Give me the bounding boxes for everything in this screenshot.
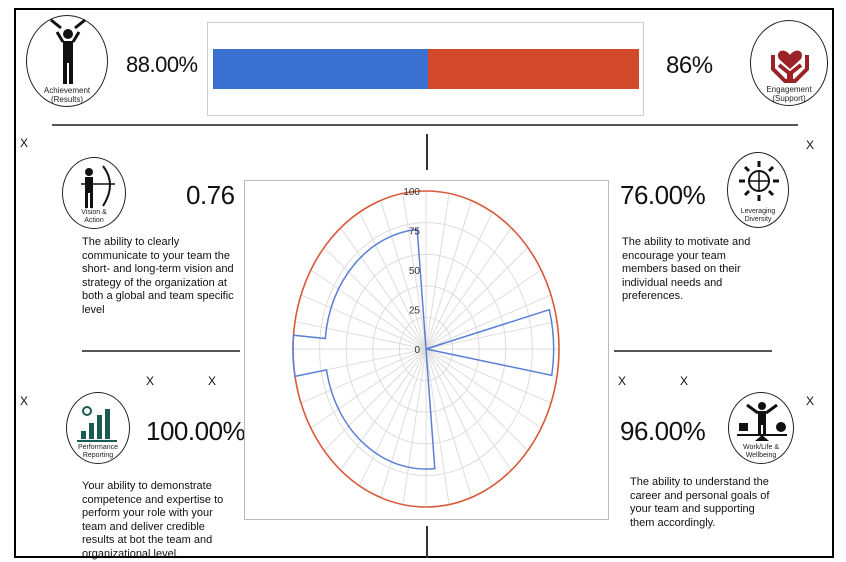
radar-spoke: [425, 193, 450, 350]
radar-spoke: [402, 348, 427, 505]
engagement-label-1: Engagement: [766, 85, 812, 94]
radar-spoke: [425, 348, 493, 487]
balance-person-icon: [737, 402, 787, 441]
radar-spoke: [380, 200, 427, 350]
performance-value: 100.00%: [146, 416, 246, 446]
diversity-globe-icon: [739, 161, 779, 201]
diversity-icon-circle: Leveraging Diversity: [727, 152, 789, 228]
x-mark-left-top: X: [20, 136, 29, 150]
radar-spoke: [323, 247, 427, 350]
left-mid-divider: [82, 350, 240, 352]
radar-tick-label: 50: [409, 266, 421, 277]
performance-chart-icon: [77, 406, 117, 442]
achievement-person-icon: [50, 18, 86, 84]
engagement-value: 86%: [666, 52, 713, 79]
radar-spoke: [359, 211, 427, 350]
vision-description: The ability to clearly communicate to yo…: [82, 236, 234, 316]
radar-spoke: [310, 269, 427, 350]
performance-label-1: Performance: [77, 444, 119, 451]
achievement-label-2: (Results): [50, 95, 83, 104]
radar-spoke: [425, 348, 552, 404]
worklife-label-2: Wellbeing: [745, 452, 777, 459]
bottom-center-divider: [426, 526, 428, 558]
achievement-value: 88.00%: [126, 52, 198, 77]
radar-spoke: [425, 211, 493, 350]
radar-spoke: [425, 294, 552, 350]
heart-hands-icon: [771, 50, 809, 83]
radar-tick-label: 75: [409, 227, 421, 238]
radar-chart: 0 25 50 75 100: [292, 187, 560, 508]
radar-chart-box: 0 25 50 75 100: [244, 180, 609, 520]
x-mark-left-bottom: X: [20, 394, 29, 408]
vision-value: 0.76: [186, 180, 235, 210]
radar-tick-label: 0: [414, 345, 420, 356]
x-mark-right-mid-2: X: [680, 374, 689, 388]
radar-tick-label: 100: [403, 187, 420, 198]
performance-label-2: Reporting: [82, 452, 114, 459]
top-center-divider: [426, 134, 428, 170]
radar-spoke: [300, 294, 427, 350]
radar-spoke: [359, 348, 427, 487]
radar-spoke: [402, 193, 427, 350]
radar-spoke: [425, 348, 529, 451]
support-bar: [428, 49, 639, 89]
performance-icon-circle: Performance Reporting: [66, 392, 130, 464]
radar-spoke: [310, 348, 427, 429]
radar-spoke: [340, 227, 427, 350]
radar-spoke: [425, 348, 512, 471]
radar-spoke: [425, 200, 472, 350]
achievement-label-1: Achievement: [43, 86, 91, 95]
dashboard-frame: [14, 8, 834, 558]
x-mark-right-top: X: [806, 138, 815, 152]
radar-spoke: [425, 227, 512, 350]
results-bar: [213, 49, 428, 89]
diversity-label-2: Diversity: [744, 216, 772, 223]
worklife-description: The ability to understand the career and…: [630, 476, 770, 529]
results-support-bar-chart: [207, 22, 644, 116]
vision-label-1: Vision &: [81, 209, 107, 216]
diversity-label-1: Leveraging: [740, 208, 776, 215]
radar-spoke: [323, 348, 427, 451]
radar-spoke: [340, 348, 427, 471]
engagement-label-2: (Support): [772, 94, 806, 103]
x-mark-right-bottom: X: [806, 394, 815, 408]
radar-spoke: [380, 348, 427, 498]
x-mark-left-mid-2: X: [208, 374, 217, 388]
vision-icon-circle: Vision & Action: [62, 157, 126, 229]
right-mid-divider: [614, 350, 772, 352]
radar-spoke: [425, 269, 542, 350]
radar-spoke: [425, 321, 558, 350]
radar-spoke: [294, 321, 427, 350]
achievement-icon-circle: Achievement (Results): [26, 15, 108, 107]
performance-description: Your ability to demonstrate competence a…: [82, 480, 224, 560]
diversity-value: 76.00%: [620, 180, 706, 210]
archer-icon: [81, 165, 115, 208]
radar-tick-label: 25: [409, 306, 421, 317]
x-mark-left-mid-1: X: [146, 374, 155, 388]
worklife-value: 96.00%: [620, 416, 706, 446]
engagement-icon-circle: Engagement (Support): [750, 20, 828, 106]
diversity-description: The ability to motivate and encourage yo…: [622, 236, 751, 302]
radar-spoke: [425, 348, 450, 505]
radar-spoke: [425, 247, 529, 350]
radar-series-inner: [292, 228, 555, 470]
vision-label-2: Action: [84, 217, 104, 224]
radar-spoke: [425, 348, 472, 498]
radar-spoke: [300, 348, 427, 404]
radar-spoke: [425, 348, 542, 429]
worklife-label-1: Work/Life &: [742, 444, 780, 451]
worklife-icon-circle: Work/Life & Wellbeing: [728, 392, 794, 464]
x-mark-right-mid-1: X: [618, 374, 627, 388]
top-divider: [52, 124, 798, 126]
